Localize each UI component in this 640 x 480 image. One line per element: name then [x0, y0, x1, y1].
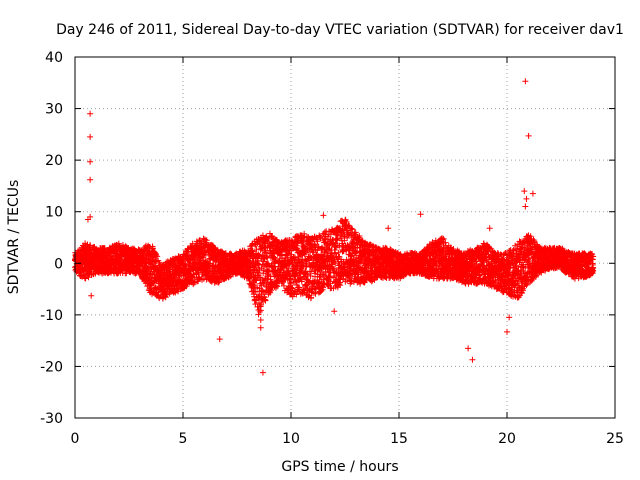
data-point	[80, 271, 87, 278]
data-point	[315, 280, 322, 287]
data-point	[308, 268, 315, 275]
data-point	[258, 301, 265, 308]
data-point	[166, 281, 173, 288]
data-point	[314, 238, 321, 245]
data-point	[292, 254, 299, 261]
data-point	[274, 283, 281, 290]
data-point	[308, 294, 315, 301]
data-point	[260, 252, 267, 259]
data-point	[272, 255, 279, 262]
data-point	[265, 260, 272, 267]
data-point	[201, 249, 208, 256]
data-point	[152, 257, 159, 264]
data-point	[262, 297, 269, 304]
data-point	[183, 283, 190, 290]
data-point	[261, 248, 268, 255]
data-point	[260, 280, 267, 287]
data-point	[196, 275, 203, 282]
data-point	[302, 270, 309, 277]
data-point	[304, 271, 311, 278]
data-point	[82, 275, 89, 282]
data-point	[312, 270, 319, 277]
data-point	[206, 263, 213, 270]
data-point	[201, 252, 208, 259]
data-point	[259, 232, 266, 239]
data-point	[195, 273, 202, 280]
data-point	[267, 289, 274, 296]
data-point	[144, 264, 151, 271]
grid-lines	[75, 57, 615, 418]
data-point	[303, 276, 310, 283]
data-point	[150, 279, 157, 286]
data-point	[253, 277, 260, 284]
data-point	[267, 242, 274, 249]
sdtvar-series	[72, 78, 597, 376]
data-point	[254, 284, 261, 291]
data-point	[310, 260, 317, 267]
data-point	[78, 272, 85, 279]
data-point	[249, 247, 256, 254]
data-point	[301, 246, 308, 253]
data-point	[307, 272, 314, 279]
data-point	[296, 284, 303, 291]
data-point	[257, 274, 264, 281]
data-point	[181, 260, 188, 267]
data-point	[254, 257, 261, 264]
data-point	[300, 286, 307, 293]
data-point	[288, 284, 295, 291]
data-point	[293, 291, 300, 298]
data-point	[318, 287, 325, 294]
data-point	[280, 282, 287, 289]
data-point	[320, 280, 327, 287]
data-point	[179, 257, 186, 264]
data-point	[253, 246, 260, 253]
data-point	[298, 278, 305, 285]
data-point	[261, 296, 268, 303]
data-point	[314, 247, 321, 254]
data-point	[154, 253, 161, 260]
data-point	[271, 258, 278, 265]
data-point	[303, 263, 310, 270]
data-point	[260, 293, 267, 300]
data-point	[301, 233, 308, 240]
data-point	[294, 257, 301, 264]
